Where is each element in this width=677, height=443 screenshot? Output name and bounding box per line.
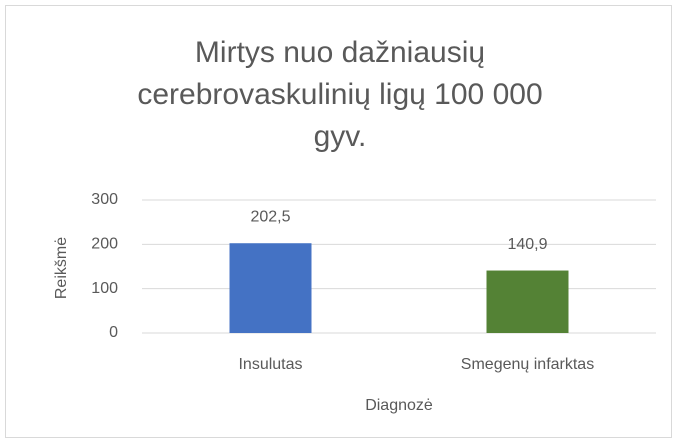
data-label: 140,9 <box>507 236 547 253</box>
y-tick-label: 0 <box>109 324 118 341</box>
y-tick-label: 200 <box>91 236 118 253</box>
y-tick-label: 300 <box>91 191 118 208</box>
bar <box>486 270 569 333</box>
bar <box>229 243 312 333</box>
chart-border <box>5 5 672 438</box>
chart-title: Mirtys nuo dažniausių cerebrovaskulinių … <box>137 36 543 153</box>
y-tick-label: 100 <box>91 280 118 297</box>
x-axis-title: Diagnozė <box>365 397 433 414</box>
x-tick-label: Insulutas <box>238 356 302 373</box>
y-axis-title: Reikšmė <box>53 237 70 299</box>
x-tick-label: Smegenų infarktas <box>461 356 594 373</box>
data-label: 202,5 <box>250 208 290 225</box>
